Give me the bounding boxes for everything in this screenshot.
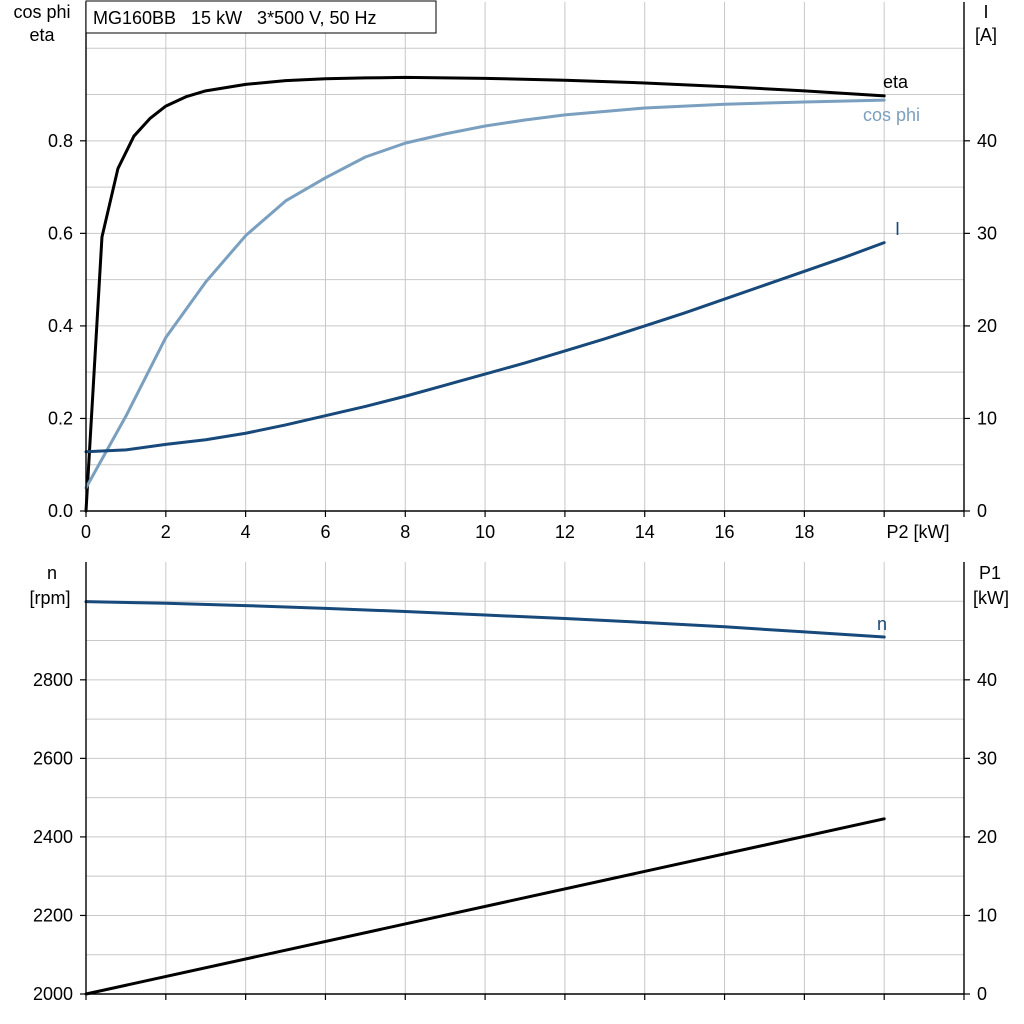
right-tick-label: 20 (977, 827, 997, 847)
left-tick-label: 0.4 (48, 316, 73, 336)
x-tick-label: 14 (635, 522, 655, 542)
left-tick-label: 2000 (33, 984, 73, 1004)
left-tick-label: 0.2 (48, 408, 73, 428)
left-tick-label: 2600 (33, 748, 73, 768)
series-label-cosphi: cos phi (863, 105, 920, 125)
left-tick-label: 0.0 (48, 501, 73, 521)
right-tick-label: 30 (977, 748, 997, 768)
left-axis-label-eta: eta (29, 25, 55, 45)
right-axis-label-i: I (983, 2, 988, 22)
x-tick-label: 4 (241, 522, 251, 542)
left-tick-label: 2400 (33, 827, 73, 847)
x-tick-label: 2 (161, 522, 171, 542)
right-tick-label: 10 (977, 905, 997, 925)
chart-title-box (85, 0, 437, 34)
right-tick-label: 40 (977, 670, 997, 690)
top-axes (85, 2, 965, 512)
bottom-series (84, 600, 886, 996)
left-axis-label-n: n (47, 563, 57, 583)
bottom-grid (86, 562, 964, 994)
series-line-cos-phi (84, 98, 886, 490)
right-axis-label-p1: P1 (979, 563, 1001, 583)
series-line-unnamed-1 (84, 817, 886, 996)
right-tick-label: 0 (977, 501, 987, 521)
series-line-i (84, 241, 886, 454)
x-tick-label: 8 (400, 522, 410, 542)
right-tick-label: 30 (977, 223, 997, 243)
bottom-axes (85, 562, 965, 995)
right-tick-label: 10 (977, 408, 997, 428)
left-tick-label: 2800 (33, 670, 73, 690)
x-tick-label: 10 (475, 522, 495, 542)
bottom-panel: 2000 2200 2400 2600 2800 0 10 20 30 40 n [rpm] P1… (29, 562, 1009, 1004)
chart-title: MG160BB 15 kW 3*500 V, 50 Hz (93, 8, 376, 28)
left-tick-label: 2200 (33, 905, 73, 925)
x-axis-label: P2 [kW] (886, 522, 949, 542)
series-label-i: I (895, 219, 900, 239)
series-line-n (84, 600, 886, 639)
x-tick-label: 6 (320, 522, 330, 542)
series-label-n: n (877, 614, 887, 634)
x-tick-label: 0 (81, 522, 91, 542)
top-series (84, 75, 886, 513)
x-tick-label: 12 (555, 522, 575, 542)
left-tick-label: 0.6 (48, 223, 73, 243)
top-grid (86, 2, 964, 511)
left-axis-unit-rpm: [rpm] (29, 588, 70, 608)
right-tick-label: 40 (977, 131, 997, 151)
right-axis-unit-kw: [kW] (973, 588, 1009, 608)
series-line-eta (84, 75, 886, 513)
x-tick-label: 16 (715, 522, 735, 542)
left-tick-label: 0.8 (48, 131, 73, 151)
top-ticks: 0.0 0.2 0.4 0.6 0.8 0 10 20 30 40 0 2 4 6 8 10 12 14 16 18 (48, 131, 997, 542)
left-axis-label-cosphi: cos phi (13, 2, 70, 22)
right-tick-label: 20 (977, 316, 997, 336)
x-tick-label: 18 (794, 522, 814, 542)
right-axis-unit-a: [A] (975, 25, 997, 45)
right-tick-label: 0 (977, 984, 987, 1004)
series-label-eta: eta (883, 72, 909, 92)
bottom-ticks: 2000 2200 2400 2600 2800 0 10 20 30 40 (33, 670, 997, 1004)
